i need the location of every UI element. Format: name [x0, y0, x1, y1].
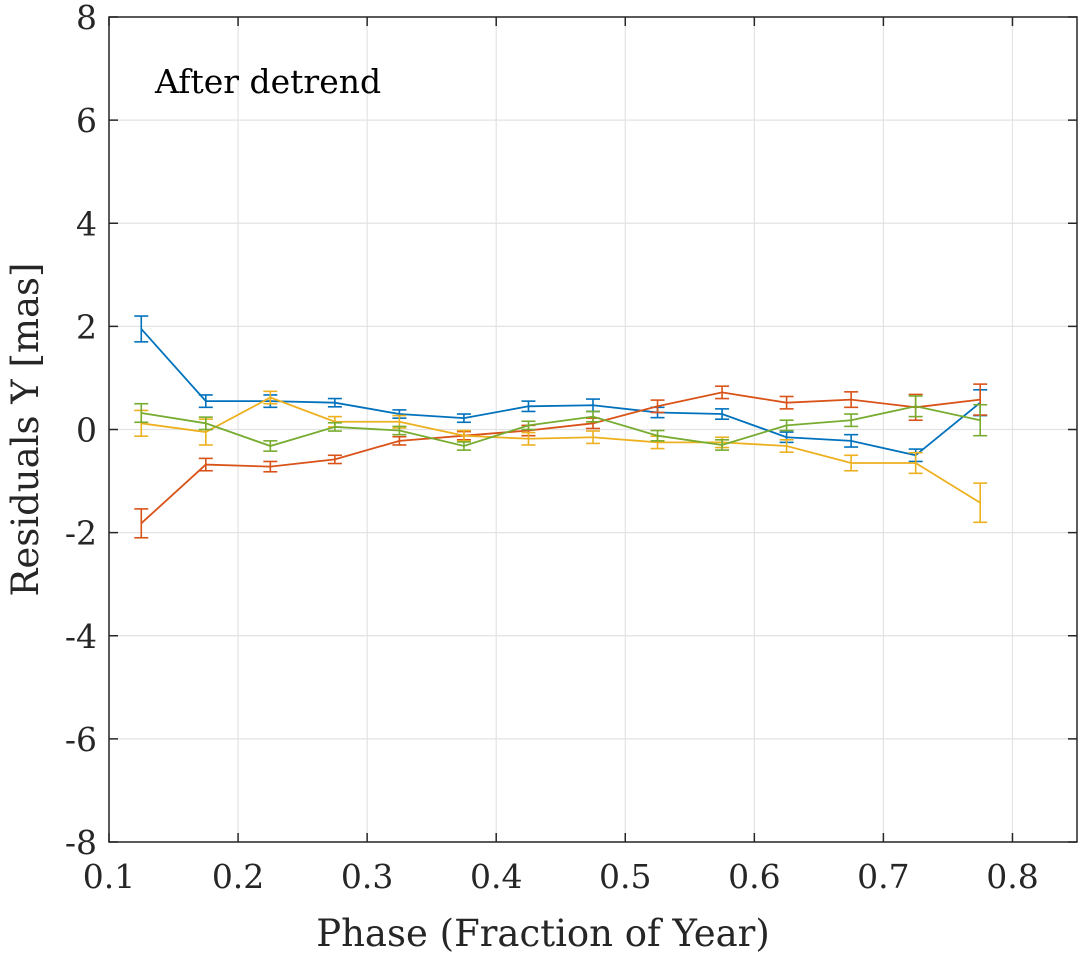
error-bar [327, 421, 342, 432]
error-bar [521, 431, 536, 446]
y-tick-label: -8 [65, 823, 97, 862]
error-bar [586, 410, 600, 423]
x-tick-label: 0.2 [212, 857, 264, 896]
error-bar [844, 454, 859, 472]
series-line [141, 405, 981, 447]
y-tick-label: -2 [65, 514, 97, 553]
error-bar [456, 429, 471, 442]
error-bar [198, 457, 213, 472]
series-layer [134, 315, 988, 539]
error-bar [263, 390, 278, 405]
error-bar [844, 413, 859, 428]
axis-ticks: 0.1 0.2 0.3 0.4 0.5 0.6 0.7 0.8 -8 -6 -4 -2 0 2 4 6 8 [65, 0, 1077, 896]
x-tick-label: 0.3 [341, 857, 393, 896]
error-bar [715, 439, 730, 451]
series-4 [134, 395, 988, 452]
x-tick-label: 0.6 [728, 857, 780, 896]
error-bar [844, 433, 859, 448]
error-bar [779, 439, 794, 453]
x-tick-label: 0.4 [470, 857, 522, 896]
error-bar [134, 315, 149, 343]
y-tick-label: 4 [76, 204, 97, 243]
error-bar [198, 416, 213, 431]
x-tick-label: 0.7 [857, 857, 909, 896]
error-bar [779, 419, 794, 432]
x-tick-label: 0.5 [599, 857, 651, 896]
error-bar [263, 460, 278, 473]
error-bar [456, 441, 471, 451]
x-axis-title: Phase (Fraction of Year) [316, 912, 770, 955]
y-tick-label: 6 [76, 101, 97, 140]
error-bar [908, 451, 923, 475]
error-bar [973, 403, 988, 437]
error-bar [586, 430, 600, 445]
error-bar [392, 425, 407, 436]
error-bar [715, 408, 730, 420]
series-3 [134, 390, 988, 524]
y-tick-label: -4 [65, 617, 97, 656]
error-bar [715, 385, 730, 400]
after-detrend-annotation: After detrend [154, 62, 381, 101]
y-tick-label: 2 [76, 307, 97, 346]
error-bar [327, 397, 342, 408]
error-bar [908, 395, 923, 418]
error-bar [973, 482, 988, 524]
y-tick-label: 0 [76, 411, 97, 450]
x-tick-label: 0.1 [83, 857, 135, 896]
error-bar [650, 399, 665, 414]
error-bar [456, 413, 471, 424]
error-bar [650, 429, 665, 442]
error-bar [327, 454, 342, 465]
x-tick-label: 0.8 [986, 857, 1038, 896]
y-tick-label: 8 [76, 0, 97, 37]
error-bar [779, 395, 794, 410]
error-bar [198, 394, 213, 409]
error-bar [392, 435, 407, 446]
y-tick-label: -6 [65, 720, 97, 759]
series-line [141, 396, 981, 504]
y-axis-title: Residuals Y [mas] [4, 263, 47, 597]
error-bar [134, 508, 149, 539]
series-line [140, 391, 981, 525]
error-bar [134, 402, 149, 424]
error-bar [844, 391, 859, 409]
error-bar [521, 400, 536, 413]
error-bar [263, 440, 278, 452]
error-bar [521, 420, 536, 431]
